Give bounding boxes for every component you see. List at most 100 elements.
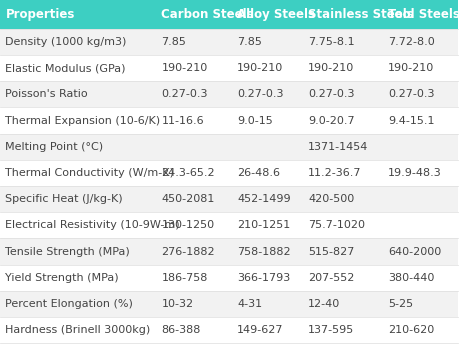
Text: Alloy Steels: Alloy Steels — [237, 8, 315, 21]
Bar — [0, 55, 156, 81]
Bar — [156, 29, 231, 55]
Bar — [156, 186, 231, 212]
Bar — [156, 55, 231, 81]
Text: Properties: Properties — [6, 8, 75, 21]
Text: 19.9-48.3: 19.9-48.3 — [388, 168, 442, 178]
Bar — [0, 291, 156, 317]
Bar — [383, 55, 458, 81]
Text: 0.27-0.3: 0.27-0.3 — [161, 89, 208, 99]
Bar — [231, 265, 302, 291]
Bar — [231, 238, 302, 265]
Text: 11.2-36.7: 11.2-36.7 — [308, 168, 362, 178]
Bar — [156, 134, 231, 160]
Text: 9.0-20.7: 9.0-20.7 — [308, 115, 355, 126]
Text: 86-388: 86-388 — [161, 325, 201, 335]
Text: 515-827: 515-827 — [308, 246, 355, 257]
Bar — [383, 81, 458, 107]
Bar — [231, 0, 302, 29]
Bar — [302, 55, 383, 81]
Bar — [231, 29, 302, 55]
Text: Thermal Conductivity (W/m-K): Thermal Conductivity (W/m-K) — [6, 168, 174, 178]
Text: 5-25: 5-25 — [388, 299, 413, 309]
Text: Tensile Strength (MPa): Tensile Strength (MPa) — [6, 246, 130, 257]
Text: 10-32: 10-32 — [161, 299, 193, 309]
Bar — [156, 238, 231, 265]
Text: 149-627: 149-627 — [237, 325, 283, 335]
Text: Thermal Expansion (10-6/K): Thermal Expansion (10-6/K) — [6, 115, 161, 126]
Text: 640-2000: 640-2000 — [388, 246, 441, 257]
Bar — [383, 134, 458, 160]
Text: Hardness (Brinell 3000kg): Hardness (Brinell 3000kg) — [6, 325, 151, 335]
Bar — [156, 0, 231, 29]
Bar — [231, 186, 302, 212]
Bar — [231, 134, 302, 160]
Text: 0.27-0.3: 0.27-0.3 — [388, 89, 435, 99]
Bar — [383, 186, 458, 212]
Text: 7.85: 7.85 — [237, 37, 262, 47]
Text: Elastic Modulus (GPa): Elastic Modulus (GPa) — [6, 63, 126, 73]
Bar — [231, 55, 302, 81]
Bar — [156, 212, 231, 238]
Bar — [0, 81, 156, 107]
Text: 450-2081: 450-2081 — [161, 194, 215, 204]
Bar — [383, 212, 458, 238]
Bar — [383, 317, 458, 343]
Bar — [302, 160, 383, 186]
Text: 7.85: 7.85 — [161, 37, 186, 47]
Bar — [383, 238, 458, 265]
Text: 75.7-1020: 75.7-1020 — [308, 220, 365, 230]
Text: 137-595: 137-595 — [308, 325, 354, 335]
Bar — [302, 0, 383, 29]
Bar — [156, 81, 231, 107]
Bar — [383, 0, 458, 29]
Bar — [156, 291, 231, 317]
Text: Specific Heat (J/kg-K): Specific Heat (J/kg-K) — [6, 194, 123, 204]
Bar — [383, 107, 458, 134]
Text: 452-1499: 452-1499 — [237, 194, 291, 204]
Bar — [0, 134, 156, 160]
Bar — [231, 81, 302, 107]
Text: 11-16.6: 11-16.6 — [161, 115, 204, 126]
Bar — [302, 212, 383, 238]
Bar — [231, 317, 302, 343]
Text: 210-620: 210-620 — [388, 325, 435, 335]
Bar — [156, 265, 231, 291]
Text: 9.4-15.1: 9.4-15.1 — [388, 115, 435, 126]
Bar — [302, 81, 383, 107]
Text: 186-758: 186-758 — [161, 273, 208, 283]
Text: 26-48.6: 26-48.6 — [237, 168, 280, 178]
Text: 758-1882: 758-1882 — [237, 246, 291, 257]
Text: Poisson's Ratio: Poisson's Ratio — [6, 89, 88, 99]
Text: 276-1882: 276-1882 — [161, 246, 215, 257]
Bar — [383, 291, 458, 317]
Text: 207-552: 207-552 — [308, 273, 355, 283]
Bar — [302, 291, 383, 317]
Text: Yield Strength (MPa): Yield Strength (MPa) — [6, 273, 119, 283]
Text: 7.72-8.0: 7.72-8.0 — [388, 37, 435, 47]
Bar — [156, 107, 231, 134]
Bar — [302, 29, 383, 55]
Bar — [156, 317, 231, 343]
Text: Density (1000 kg/m3): Density (1000 kg/m3) — [6, 37, 127, 47]
Bar — [0, 0, 156, 29]
Bar — [302, 265, 383, 291]
Bar — [231, 160, 302, 186]
Bar — [231, 291, 302, 317]
Bar — [383, 265, 458, 291]
Bar — [302, 186, 383, 212]
Text: 0.27-0.3: 0.27-0.3 — [237, 89, 283, 99]
Text: Stainless Steels: Stainless Steels — [308, 8, 414, 21]
Text: 190-210: 190-210 — [161, 63, 208, 73]
Text: 420-500: 420-500 — [308, 194, 354, 204]
Bar — [0, 107, 156, 134]
Text: 190-210: 190-210 — [237, 63, 283, 73]
Text: Percent Elongation (%): Percent Elongation (%) — [6, 299, 133, 309]
Text: 24.3-65.2: 24.3-65.2 — [161, 168, 215, 178]
Text: 366-1793: 366-1793 — [237, 273, 290, 283]
Bar — [302, 107, 383, 134]
Bar — [231, 107, 302, 134]
Bar — [302, 238, 383, 265]
Text: 9.0-15: 9.0-15 — [237, 115, 273, 126]
Bar — [0, 238, 156, 265]
Bar — [383, 29, 458, 55]
